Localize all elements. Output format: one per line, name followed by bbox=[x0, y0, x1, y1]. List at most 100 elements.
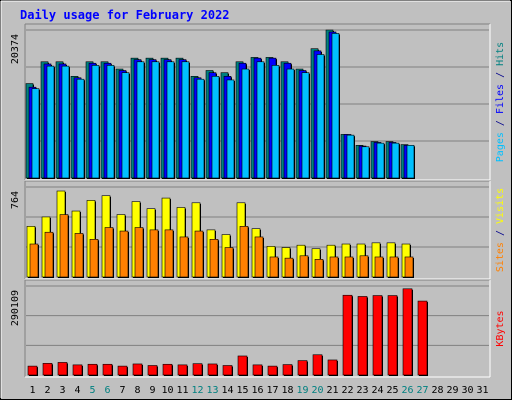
bar-kbytes-day-23 bbox=[357, 296, 368, 376]
bar-sites-day-12 bbox=[194, 230, 204, 278]
x-tick-label: 10 bbox=[161, 385, 173, 396]
bar-pages-day-2 bbox=[46, 65, 55, 179]
bar-pages-day-25 bbox=[391, 142, 400, 179]
bar-pages-day-1 bbox=[31, 88, 40, 179]
bar-kbytes-day-27 bbox=[417, 300, 428, 376]
x-tick-label: 11 bbox=[176, 385, 188, 396]
bar-pages-day-9 bbox=[151, 61, 160, 179]
x-tick-label: 4 bbox=[74, 385, 80, 396]
bar-sites-day-25 bbox=[389, 256, 399, 278]
bar-sites-day-7 bbox=[119, 230, 129, 278]
panel-3: 290109 KBytes bbox=[10, 279, 506, 378]
bar-kbytes-day-6 bbox=[102, 363, 113, 376]
panel-1: 20374 Pages / Files / Hits bbox=[10, 23, 506, 181]
bar-sites-day-11 bbox=[179, 236, 189, 278]
bar-sites-day-5 bbox=[89, 239, 99, 278]
x-tick-label: 5 bbox=[89, 385, 95, 396]
series-legend-label: Sites / Visits bbox=[495, 188, 506, 272]
bar-pages-day-11 bbox=[181, 61, 190, 179]
max-value-label: 290109 bbox=[10, 290, 21, 326]
bar-sites-day-15 bbox=[239, 226, 249, 278]
bar-pages-day-6 bbox=[106, 65, 115, 179]
bar-kbytes-day-11 bbox=[177, 364, 188, 376]
bar-kbytes-day-1 bbox=[27, 365, 38, 376]
bar-pages-day-17 bbox=[271, 65, 280, 179]
bar-sites-day-4 bbox=[74, 233, 84, 278]
x-tick-label: 28 bbox=[431, 385, 443, 396]
legend-part: / bbox=[495, 66, 506, 84]
bar-kbytes-day-24 bbox=[372, 295, 383, 376]
x-tick-label: 9 bbox=[149, 385, 155, 396]
x-tick-label: 17 bbox=[266, 385, 278, 396]
bar-sites-day-8 bbox=[134, 227, 144, 278]
x-tick-label: 6 bbox=[104, 385, 110, 396]
x-tick-label: 19 bbox=[296, 385, 308, 396]
bar-kbytes-day-13 bbox=[207, 363, 218, 376]
bar-kbytes-day-12 bbox=[192, 363, 203, 376]
bar-kbytes-day-18 bbox=[282, 364, 293, 376]
x-tick-label: 23 bbox=[356, 385, 368, 396]
series-legend-label: Pages / Files / Hits bbox=[495, 42, 506, 162]
bar-kbytes-day-17 bbox=[267, 365, 278, 376]
legend-part: Sites bbox=[495, 242, 506, 272]
x-tick-label: 14 bbox=[221, 385, 233, 396]
bar-pages-day-26 bbox=[406, 145, 415, 179]
bar-sites-day-23 bbox=[359, 255, 369, 278]
x-tick-label: 7 bbox=[119, 385, 125, 396]
bar-pages-day-10 bbox=[166, 61, 175, 179]
bar-sites-day-20 bbox=[314, 259, 324, 278]
bar-pages-day-5 bbox=[91, 65, 100, 179]
x-tick-label: 27 bbox=[416, 385, 428, 396]
x-axis-labels: 1 2 3 4 5 6 7 8 9 10 11 12 13 14 15 16 17 18 19 20 21 22 23 24 2… bbox=[29, 385, 488, 396]
bar-kbytes-day-14 bbox=[222, 365, 233, 376]
bar-kbytes-day-22 bbox=[342, 294, 353, 376]
bar-sites-day-13 bbox=[209, 239, 219, 278]
bar-sites-day-16 bbox=[254, 236, 264, 278]
bar-pages-day-23 bbox=[361, 146, 370, 179]
bar-sites-day-21 bbox=[329, 256, 339, 278]
bar-sites-day-3 bbox=[59, 214, 69, 278]
bar-pages-day-20 bbox=[316, 54, 325, 179]
x-tick-label: 15 bbox=[236, 385, 248, 396]
x-tick-label: 21 bbox=[326, 385, 338, 396]
bar-sites-day-9 bbox=[149, 229, 159, 278]
x-tick-label: 20 bbox=[311, 385, 323, 396]
bar-pages-day-15 bbox=[241, 68, 250, 179]
bar-sites-day-19 bbox=[299, 255, 309, 278]
bar-pages-day-7 bbox=[121, 72, 130, 179]
bar-pages-day-12 bbox=[196, 78, 205, 179]
legend-part: KBytes bbox=[495, 310, 506, 346]
x-tick-label: 25 bbox=[386, 385, 398, 396]
bar-sites-day-2 bbox=[44, 231, 54, 278]
bar-pages-day-3 bbox=[61, 65, 70, 179]
bar-kbytes-day-7 bbox=[117, 365, 128, 376]
bar-pages-day-21 bbox=[331, 33, 340, 179]
bar-sites-day-22 bbox=[344, 256, 354, 278]
bar-kbytes-day-20 bbox=[312, 354, 323, 376]
bar-kbytes-day-4 bbox=[72, 364, 83, 376]
bar-pages-day-18 bbox=[286, 68, 295, 179]
bar-kbytes-day-10 bbox=[162, 363, 173, 376]
bar-kbytes-day-8 bbox=[132, 363, 143, 376]
bar-kbytes-day-15 bbox=[237, 355, 248, 376]
bar-pages-day-4 bbox=[76, 78, 85, 179]
bar-sites-day-17 bbox=[269, 256, 279, 278]
legend-part: Files bbox=[495, 84, 506, 114]
x-tick-label: 26 bbox=[401, 385, 413, 396]
bar-sites-day-1 bbox=[29, 243, 39, 278]
bar-pages-day-14 bbox=[226, 79, 235, 179]
x-tick-label: 2 bbox=[44, 385, 50, 396]
bar-pages-day-22 bbox=[346, 134, 355, 179]
legend-part: Pages bbox=[495, 132, 506, 162]
chart-title: Daily usage for February 2022 bbox=[20, 8, 230, 22]
x-tick-label: 30 bbox=[461, 385, 473, 396]
bar-pages-day-19 bbox=[301, 72, 310, 179]
bar-kbytes-day-19 bbox=[297, 360, 308, 376]
bar-pages-day-13 bbox=[211, 76, 220, 179]
bar-kbytes-day-9 bbox=[147, 365, 158, 376]
x-tick-label: 3 bbox=[59, 385, 65, 396]
x-tick-label: 1 bbox=[29, 385, 35, 396]
bar-sites-day-6 bbox=[104, 227, 114, 278]
